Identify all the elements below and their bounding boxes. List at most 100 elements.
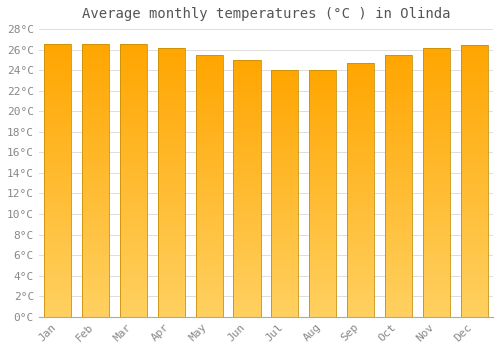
- Bar: [196, 93, 223, 94]
- Bar: [44, 266, 72, 268]
- Bar: [82, 262, 109, 264]
- Bar: [271, 290, 298, 291]
- Bar: [44, 196, 72, 197]
- Bar: [82, 246, 109, 247]
- Bar: [309, 191, 336, 192]
- Bar: [271, 176, 298, 177]
- Bar: [422, 140, 450, 142]
- Bar: [422, 178, 450, 180]
- Bar: [422, 112, 450, 113]
- Bar: [347, 63, 374, 317]
- Bar: [385, 106, 412, 107]
- Bar: [44, 253, 72, 254]
- Bar: [82, 307, 109, 309]
- Bar: [196, 63, 223, 64]
- Bar: [385, 237, 412, 238]
- Bar: [196, 91, 223, 93]
- Bar: [347, 121, 374, 122]
- Bar: [385, 260, 412, 262]
- Bar: [309, 240, 336, 241]
- Bar: [196, 191, 223, 193]
- Bar: [309, 260, 336, 261]
- Bar: [385, 204, 412, 205]
- Bar: [196, 55, 223, 56]
- Bar: [271, 291, 298, 292]
- Bar: [196, 209, 223, 211]
- Bar: [422, 107, 450, 108]
- Bar: [234, 170, 260, 172]
- Bar: [82, 106, 109, 107]
- Bar: [158, 255, 185, 256]
- Bar: [44, 104, 72, 106]
- Bar: [120, 69, 147, 70]
- Bar: [309, 306, 336, 307]
- Bar: [44, 99, 72, 100]
- Bar: [347, 110, 374, 111]
- Bar: [460, 157, 488, 158]
- Bar: [271, 134, 298, 135]
- Bar: [120, 159, 147, 160]
- Bar: [460, 165, 488, 166]
- Bar: [82, 239, 109, 240]
- Bar: [158, 232, 185, 233]
- Bar: [120, 262, 147, 264]
- Bar: [271, 89, 298, 90]
- Bar: [422, 180, 450, 181]
- Bar: [460, 131, 488, 132]
- Bar: [271, 297, 298, 298]
- Bar: [120, 261, 147, 262]
- Bar: [158, 153, 185, 154]
- Bar: [309, 81, 336, 83]
- Bar: [422, 309, 450, 310]
- Bar: [120, 249, 147, 250]
- Bar: [158, 226, 185, 228]
- Bar: [82, 149, 109, 151]
- Bar: [422, 89, 450, 91]
- Bar: [347, 190, 374, 191]
- Bar: [271, 137, 298, 138]
- Bar: [460, 225, 488, 226]
- Bar: [120, 222, 147, 223]
- Bar: [422, 94, 450, 96]
- Bar: [422, 103, 450, 104]
- Bar: [158, 200, 185, 201]
- Bar: [234, 278, 260, 280]
- Bar: [271, 234, 298, 236]
- Bar: [234, 191, 260, 192]
- Bar: [309, 132, 336, 133]
- Bar: [158, 102, 185, 103]
- Bar: [271, 218, 298, 219]
- Bar: [120, 189, 147, 190]
- Bar: [385, 163, 412, 165]
- Bar: [234, 206, 260, 208]
- Bar: [120, 304, 147, 306]
- Bar: [347, 313, 374, 314]
- Bar: [196, 169, 223, 170]
- Bar: [44, 137, 72, 139]
- Bar: [347, 77, 374, 78]
- Bar: [196, 229, 223, 230]
- Bar: [385, 263, 412, 264]
- Bar: [422, 85, 450, 86]
- Bar: [158, 215, 185, 216]
- Bar: [385, 264, 412, 266]
- Bar: [120, 149, 147, 151]
- Bar: [120, 201, 147, 202]
- Bar: [460, 315, 488, 317]
- Bar: [271, 147, 298, 148]
- Bar: [460, 295, 488, 296]
- Bar: [309, 175, 336, 176]
- Bar: [460, 257, 488, 258]
- Bar: [271, 174, 298, 175]
- Bar: [82, 306, 109, 307]
- Bar: [347, 88, 374, 90]
- Bar: [422, 146, 450, 147]
- Bar: [309, 198, 336, 200]
- Bar: [44, 72, 72, 73]
- Bar: [234, 246, 260, 247]
- Bar: [82, 189, 109, 190]
- Bar: [234, 196, 260, 197]
- Bar: [196, 211, 223, 212]
- Bar: [158, 175, 185, 177]
- Bar: [347, 284, 374, 285]
